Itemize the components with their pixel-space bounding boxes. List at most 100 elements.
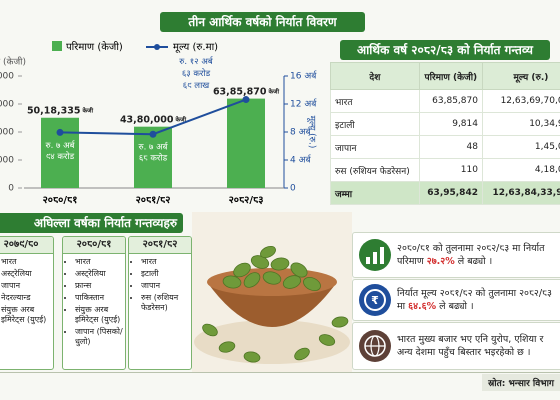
bar-label: 50,18,335 केजी <box>27 105 94 116</box>
country-list: भारत अस्ट्रेलिया जापान नेदरल्यान्ड संयुक्त अ… <box>0 257 53 325</box>
column-header: परिमाण (केजी) <box>418 62 483 90</box>
country: जापान <box>1 281 53 291</box>
country: रुस (रुशियन फेडरेसन) <box>141 293 191 313</box>
export-table: देश परिमाण (केजी) मूल्य (रु.) भारत 63,85,870… <box>330 62 560 205</box>
line-point <box>56 128 64 136</box>
highlight-text: भारत मुख्य बजार भए एनि युरोप, एशिया र अन… <box>397 333 560 359</box>
total-cell: 63,95,842 <box>418 181 483 205</box>
y-tick-label: 0 <box>8 184 14 194</box>
country: जापान <box>141 281 191 291</box>
bar-label-unit: केजी <box>174 115 186 123</box>
country: नेदरल्यान्ड <box>1 293 53 303</box>
svg-text:₹: ₹ <box>371 294 379 307</box>
line-label: रु. ७ अर्ब <box>46 140 76 151</box>
table-header: देश परिमाण (केजी) मूल्य (रु.) <box>330 62 560 90</box>
line-label: ६९ लाख <box>183 81 211 91</box>
bar-label-value: 43,80,000 <box>120 114 174 125</box>
y-tick-label: 80,00,000 <box>0 72 14 82</box>
bar-label-value: 50,18,335 <box>27 105 81 116</box>
cardamom-photo <box>192 212 352 372</box>
country-list: भारत अस्ट्रेलिया फ्रान्स पाकिस्तान संयुक्त अ… <box>63 257 125 347</box>
line-label: ६३ करोड <box>182 68 211 79</box>
country-list: भारत इटाली जापान रुस (रुशियन फेडरेसन) <box>129 257 191 313</box>
legend-label: मूल्य (रु.मा) <box>173 42 218 53</box>
highlight-part: ६४.६% <box>408 301 437 312</box>
table-surface <box>194 320 350 364</box>
highlight-text: निर्यात मूल्य २०८१/८२ को तुलनामा २०८२/८३… <box>397 287 560 313</box>
growth-icon <box>359 239 391 271</box>
table-title: आर्थिक वर्ष २०८२/८३ को निर्यात गन्तव्य <box>340 40 550 60</box>
y-tick-label: 20,00,000 <box>0 156 14 166</box>
column-header: मूल्य (रु.) <box>481 62 560 90</box>
year-heading: २०८१/८२ <box>129 237 191 254</box>
country: जापान (पिसको/धुलो) <box>75 327 125 347</box>
chart: परिमाण (केजी) मूल्य (रु.मा) परिमाण (केजी) म… <box>0 41 317 206</box>
table-cell: 4,18,000 <box>481 158 560 182</box>
table-cell: रुस (रुशियन फेडरेसन) <box>330 158 420 182</box>
legend-label: परिमाण (केजी) <box>66 41 123 53</box>
y2-tick-label: 8 अर्ब <box>290 126 312 138</box>
y2-tick-label: 0 <box>290 184 296 194</box>
table-cell: 9,814 <box>418 112 483 136</box>
country: पाकिस्तान <box>75 293 125 303</box>
highlight-box: ₹ निर्यात मूल्य २०८१/८२ को तुलनामा २०८२/… <box>352 279 560 321</box>
bar <box>227 98 265 188</box>
country: भारत <box>1 257 53 267</box>
footer-rule <box>0 372 560 373</box>
x-tick-label: २०८०/८१ <box>43 195 78 206</box>
x-tick-label: २०८२/८३ <box>229 195 264 206</box>
highlight-text: २०८०/८१ को तुलनामा २०८२/८३ मा निर्यात पर… <box>397 242 560 268</box>
highlight-part: २०८०/८१ को तुलनामा २०८२/८३ मा निर्यात पर… <box>397 243 545 267</box>
page-title: तीन आर्थिक वर्षको निर्यात विवरण <box>160 12 365 32</box>
line-point <box>149 130 157 138</box>
table-cell: 1,45,000 <box>481 135 560 159</box>
globe-icon <box>359 330 391 362</box>
pods <box>202 245 349 363</box>
table-cell: 48 <box>418 135 483 159</box>
y2-tick-label: 4 अर्ब <box>290 154 312 166</box>
highlight-part: भारत मुख्य बजार भए एनि युरोप, एशिया र अन… <box>397 334 544 358</box>
country: फ्रान्स <box>75 281 125 291</box>
table-cell: 63,85,870 <box>418 89 483 113</box>
line-label: ६८ करोड <box>139 153 168 164</box>
highlight-box: २०८०/८१ को तुलनामा २०८२/८३ मा निर्यात पर… <box>352 232 560 278</box>
country: अस्ट्रेलिया <box>75 269 125 279</box>
line-label: ९४ करोड <box>46 151 75 162</box>
country: संयुक्त अरब इमिरेट्स (युएई) <box>75 305 125 325</box>
line-point <box>242 96 250 104</box>
country: भारत <box>75 257 125 267</box>
table-cell: भारत <box>330 89 420 113</box>
table-cell: 110 <box>418 158 483 182</box>
bar-label-value: 63,85,870 <box>213 86 267 97</box>
bar-label: 43,80,000 केजी <box>120 114 187 125</box>
table-cell: जापान <box>330 135 420 159</box>
bar-label-unit: केजी <box>267 87 279 95</box>
country: इटाली <box>141 269 191 279</box>
country: भारत <box>141 257 191 267</box>
highlight-part: २७.२% <box>426 256 455 267</box>
y-tick-label: 40,00,000 <box>0 128 14 138</box>
x-tick-label: २०८१/८२ <box>136 195 171 206</box>
country: संयुक्त अरब इमिरेट्स (युएई) <box>1 305 53 325</box>
table-cell: इटाली <box>330 112 420 136</box>
rupee-icon: ₹ <box>359 284 391 316</box>
y-axis-title: परिमाण (केजी) <box>0 56 26 68</box>
table-cell: 10,34,900 <box>481 112 560 136</box>
highlight-part: ले बढ्यो । <box>454 256 493 267</box>
line-label: रु. ७ अर्ब <box>139 142 169 153</box>
highlight-part: ले बढ्यो । <box>436 301 474 312</box>
line-label: रु. १२ अर्ब <box>179 56 213 67</box>
previous-title: अघिल्ला वर्षका निर्यात गन्तव्यहरु <box>0 213 183 233</box>
legend-dot <box>154 44 160 50</box>
table-cell: 12,63,69,70,000 <box>481 89 560 113</box>
y2-tick-label: 16 अर्ब <box>290 70 317 82</box>
y2-axis-title: मूल्य (रु.) <box>307 116 317 149</box>
year-column: २०८०/८१ भारत अस्ट्रेलिया फ्रान्स पाकिस्तान सं… <box>62 236 126 370</box>
total-cell: जम्मा <box>330 181 420 205</box>
